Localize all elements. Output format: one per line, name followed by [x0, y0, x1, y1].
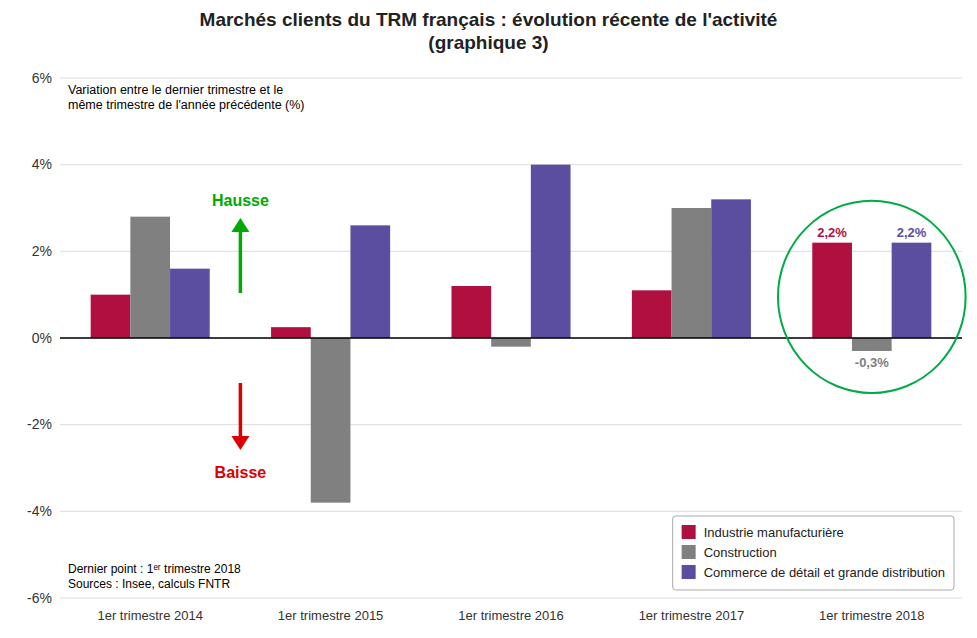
bar: [892, 243, 932, 338]
legend-swatch: [682, 525, 696, 539]
arrow-shaft: [239, 383, 243, 438]
footer: Dernier point : 1ᵉʳ trimestre 2018: [68, 562, 241, 576]
bar: [491, 338, 531, 347]
x-tick-label: 1er trimestre 2015: [278, 608, 384, 623]
highlight-ellipse: [778, 201, 966, 393]
bar: [170, 269, 210, 338]
y-tick-label: -4%: [27, 503, 52, 519]
bar: [812, 243, 852, 338]
arrow-head: [231, 436, 249, 450]
bar: [531, 165, 571, 338]
annotation: Baisse: [215, 464, 267, 481]
grid-line: [60, 511, 962, 512]
legend-label: Commerce de détail et grande distributio…: [704, 565, 945, 580]
grid-line: [60, 598, 962, 599]
legend-swatch: [682, 565, 696, 579]
arrow-shaft: [239, 230, 243, 293]
bar: [130, 217, 170, 338]
x-tick-label: 1er trimestre 2018: [819, 608, 925, 623]
footer: Sources : Insee, calculs FNTR: [68, 577, 230, 591]
grid-line: [60, 424, 962, 425]
bar: [852, 338, 892, 351]
y-tick-label: 0%: [32, 330, 52, 346]
bars: [91, 165, 932, 503]
subtitle: Variation entre le dernier trimestre et …: [68, 83, 305, 112]
baseline: [60, 337, 962, 339]
x-tick-label: 1er trimestre 2014: [97, 608, 203, 623]
legend-swatch: [682, 545, 696, 559]
bar: [271, 327, 311, 338]
bar: [672, 208, 712, 338]
grid: [60, 78, 962, 598]
legend-label: Construction: [704, 545, 777, 560]
subtitle-line: Variation entre le dernier trimestre et …: [68, 83, 283, 97]
data-label: 2,2%: [817, 225, 847, 240]
bar: [350, 225, 390, 338]
arrow-head: [231, 218, 249, 232]
subtitle-line: même trimestre de l'année précédente (%): [68, 98, 305, 112]
bar: [632, 290, 672, 338]
legend-box: [673, 516, 954, 590]
legend: Industrie manufacturière Construction Comm…: [673, 516, 954, 590]
grid-line: [60, 338, 962, 339]
y-tick-label: 6%: [32, 70, 52, 86]
grid-line: [60, 78, 962, 79]
y-tick-label: -6%: [27, 590, 52, 606]
x-tick-label: 1er trimestre 2016: [458, 608, 564, 623]
bar: [311, 338, 351, 503]
legend-label: Industrie manufacturière: [704, 525, 844, 540]
y-tick-label: 2%: [32, 243, 52, 259]
y-tick-label: -2%: [27, 416, 52, 432]
bar: [91, 295, 131, 338]
bar: [451, 286, 491, 338]
grid-line: [60, 164, 962, 165]
x-tick-label: 1er trimestre 2017: [639, 608, 745, 623]
annotation: Hausse: [212, 192, 269, 209]
title-line: Marchés clients du TRM français : évolut…: [200, 9, 778, 30]
data-label: 2,2%: [897, 225, 927, 240]
title-line: (graphique 3): [428, 32, 548, 53]
title: Marchés clients du TRM français : évolut…: [200, 9, 778, 53]
data-label: -0,3%: [855, 355, 889, 370]
chart: Marchés clients du TRM français : évolut…: [0, 0, 977, 638]
bar: [711, 199, 751, 338]
y-tick-label: 4%: [32, 156, 52, 172]
